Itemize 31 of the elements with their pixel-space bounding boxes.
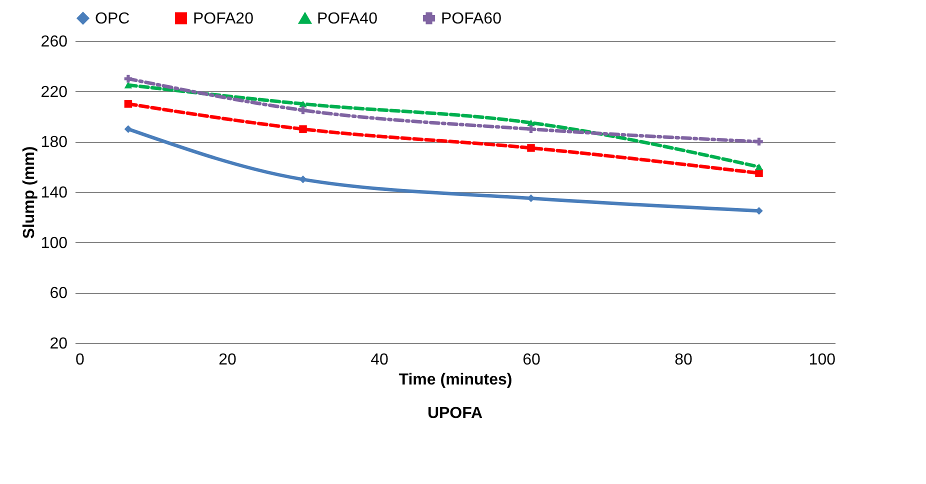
legend-label: OPC bbox=[95, 10, 130, 28]
x-tick-label: 100 bbox=[808, 352, 836, 368]
y-tick-label: 20 bbox=[50, 336, 68, 352]
point bbox=[124, 100, 132, 108]
x-axis-title: Time (minutes) bbox=[398, 372, 512, 388]
x-tick-label: 80 bbox=[674, 352, 692, 368]
point bbox=[124, 74, 132, 83]
point bbox=[755, 138, 763, 146]
point bbox=[299, 106, 307, 114]
legend-label: POFA40 bbox=[317, 10, 378, 28]
y-tick-label: 140 bbox=[40, 184, 68, 202]
legend-label: POFA60 bbox=[441, 10, 502, 28]
y-axis-title: Slump (mm) bbox=[20, 146, 38, 239]
y-tick-label: 220 bbox=[40, 84, 68, 101]
legend-label: POFA20 bbox=[193, 10, 254, 28]
point bbox=[527, 125, 535, 133]
x-tick-label: 40 bbox=[370, 352, 388, 368]
point bbox=[124, 125, 132, 133]
point bbox=[299, 125, 307, 133]
x-tick-label: 60 bbox=[522, 352, 540, 368]
point bbox=[755, 163, 763, 170]
point bbox=[299, 176, 307, 184]
y-tick-label: 100 bbox=[40, 234, 68, 252]
y-tick-label: 260 bbox=[40, 34, 68, 50]
point bbox=[527, 144, 535, 152]
point bbox=[124, 82, 132, 88]
x-tick-label: 20 bbox=[218, 352, 236, 368]
x-tick-label: 0 bbox=[76, 352, 84, 368]
y-tick-label: 180 bbox=[40, 134, 68, 152]
text: UPOFA bbox=[427, 405, 483, 422]
y-tick-label: 60 bbox=[50, 285, 68, 302]
